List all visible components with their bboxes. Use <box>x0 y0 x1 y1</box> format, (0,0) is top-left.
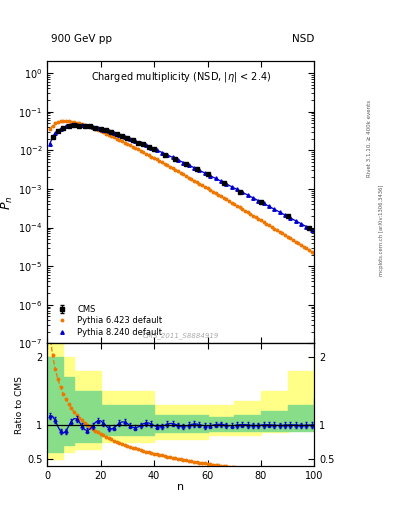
Pythia 6.423 default <box>312 250 317 256</box>
Pythia 6.423 default <box>186 175 191 181</box>
Pythia 8.240 default <box>208 173 213 179</box>
Pythia 8.240 default <box>144 142 149 148</box>
Pythia 8.240 default <box>181 159 186 165</box>
Pythia 8.240 default <box>213 175 218 181</box>
Text: Charged multiplicity (NSD, $|η|$ < 2.4): Charged multiplicity (NSD, $|η|$ < 2.4) <box>91 70 271 84</box>
Pythia 8.240 default <box>272 206 277 212</box>
Pythia 8.240 default <box>235 186 239 193</box>
Pythia 8.240 default <box>192 165 196 171</box>
Y-axis label: $P_n$: $P_n$ <box>0 195 15 209</box>
Pythia 8.240 default <box>251 195 255 201</box>
Pythia 6.423 default <box>101 130 106 136</box>
Pythia 8.240 default <box>202 170 207 176</box>
Y-axis label: Ratio to CMS: Ratio to CMS <box>15 376 24 434</box>
Pythia 8.240 default <box>85 123 90 129</box>
Pythia 8.240 default <box>171 154 175 160</box>
Pythia 8.240 default <box>128 136 132 142</box>
Pythia 8.240 default <box>186 162 191 168</box>
Pythia 8.240 default <box>160 150 164 156</box>
Pythia 8.240 default <box>219 178 223 184</box>
Pythia 8.240 default <box>149 145 154 151</box>
Pythia 8.240 default <box>154 147 159 153</box>
Pythia 6.423 default <box>64 118 68 124</box>
Pythia 6.423 default <box>301 244 306 250</box>
Pythia 8.240 default <box>53 131 57 137</box>
Pythia 8.240 default <box>197 167 202 174</box>
Text: mcplots.cern.ch [arXiv:1306.3436]: mcplots.cern.ch [arXiv:1306.3436] <box>379 185 384 276</box>
Text: CMS_2011_S8884919: CMS_2011_S8884919 <box>143 332 219 339</box>
Pythia 8.240 default <box>240 189 244 195</box>
Pythia 6.423 default <box>293 239 298 245</box>
Line: Pythia 8.240 default: Pythia 8.240 default <box>48 123 314 231</box>
Pythia 8.240 default <box>122 134 127 140</box>
Pythia 8.240 default <box>293 218 298 224</box>
Pythia 8.240 default <box>69 122 73 129</box>
Pythia 8.240 default <box>229 183 234 189</box>
Pythia 8.240 default <box>74 122 79 128</box>
Pythia 8.240 default <box>101 126 106 133</box>
Pythia 8.240 default <box>304 224 309 230</box>
Pythia 8.240 default <box>176 157 180 163</box>
Pythia 8.240 default <box>117 132 122 138</box>
Pythia 8.240 default <box>261 200 266 206</box>
Pythia 8.240 default <box>133 138 138 144</box>
Pythia 8.240 default <box>245 192 250 198</box>
Pythia 8.240 default <box>95 125 100 131</box>
Text: 900 GeV pp: 900 GeV pp <box>51 33 112 44</box>
Pythia 8.240 default <box>288 215 293 221</box>
Pythia 8.240 default <box>106 128 111 134</box>
Pythia 8.240 default <box>283 212 287 218</box>
Text: Rivet 3.1.10, ≥ 400k events: Rivet 3.1.10, ≥ 400k events <box>367 100 372 177</box>
Pythia 8.240 default <box>58 126 63 132</box>
Pythia 8.240 default <box>299 221 303 227</box>
X-axis label: n: n <box>177 482 184 492</box>
Pythia 8.240 default <box>112 130 116 136</box>
Pythia 6.423 default <box>112 134 116 140</box>
Text: NSD: NSD <box>292 33 314 44</box>
Pythia 8.240 default <box>309 226 314 232</box>
Pythia 8.240 default <box>48 141 52 147</box>
Pythia 8.240 default <box>165 152 170 158</box>
Pythia 8.240 default <box>138 140 143 146</box>
Pythia 8.240 default <box>266 203 271 209</box>
Pythia 6.423 default <box>208 187 213 193</box>
Line: Pythia 6.423 default: Pythia 6.423 default <box>49 120 316 254</box>
Pythia 8.240 default <box>79 122 84 129</box>
Pythia 8.240 default <box>64 123 68 130</box>
Pythia 8.240 default <box>224 181 229 187</box>
Legend: CMS, Pythia 6.423 default, Pythia 8.240 default: CMS, Pythia 6.423 default, Pythia 8.240 … <box>51 302 165 339</box>
Pythia 8.240 default <box>256 198 261 204</box>
Pythia 8.240 default <box>277 209 282 215</box>
Pythia 8.240 default <box>90 124 95 130</box>
Pythia 6.423 default <box>48 126 52 133</box>
